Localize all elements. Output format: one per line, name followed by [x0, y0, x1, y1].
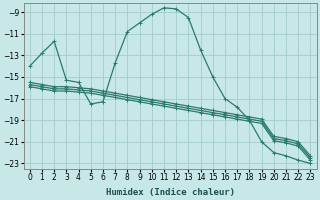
X-axis label: Humidex (Indice chaleur): Humidex (Indice chaleur)	[106, 188, 235, 197]
